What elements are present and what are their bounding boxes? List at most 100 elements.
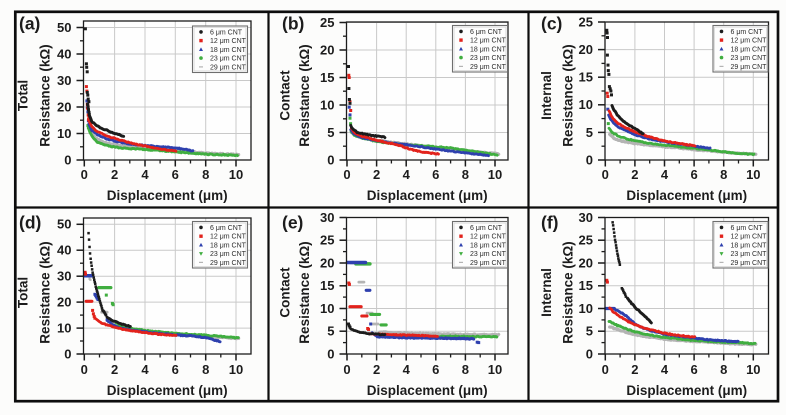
svg-text:Displacement (μm): Displacement (μm) xyxy=(107,188,228,203)
svg-text:15: 15 xyxy=(579,70,593,85)
svg-text:10: 10 xyxy=(746,362,760,377)
svg-text:18 μm CNT: 18 μm CNT xyxy=(731,242,768,249)
svg-text:20: 20 xyxy=(320,42,334,57)
svg-text:18 μm CNT: 18 μm CNT xyxy=(470,46,507,53)
svg-text:25: 25 xyxy=(579,14,593,29)
svg-text:(a): (a) xyxy=(19,14,40,34)
svg-text:50: 50 xyxy=(57,20,71,35)
svg-text:29 μm CNT: 29 μm CNT xyxy=(470,64,507,71)
svg-text:10: 10 xyxy=(579,301,593,316)
svg-text:Displacement (μm): Displacement (μm) xyxy=(107,383,228,398)
svg-text:(d): (d) xyxy=(19,213,41,233)
svg-text:(e): (e) xyxy=(282,213,303,233)
svg-text:10: 10 xyxy=(229,362,243,377)
svg-text:40: 40 xyxy=(57,46,71,61)
svg-text:Internal: Internal xyxy=(539,71,554,120)
svg-text:10: 10 xyxy=(229,167,243,182)
svg-text:6 μm CNT: 6 μm CNT xyxy=(210,225,243,232)
svg-text:20: 20 xyxy=(579,255,593,270)
svg-text:Contact: Contact xyxy=(278,267,293,318)
svg-text:12 μm CNT: 12 μm CNT xyxy=(731,38,768,45)
svg-text:10: 10 xyxy=(488,362,502,377)
svg-text:25: 25 xyxy=(320,15,334,30)
svg-text:5: 5 xyxy=(586,125,593,140)
svg-text:(b): (b) xyxy=(282,14,304,34)
svg-text:8: 8 xyxy=(720,167,727,182)
svg-text:6 μm CNT: 6 μm CNT xyxy=(470,29,503,36)
svg-text:0: 0 xyxy=(64,152,71,167)
svg-text:4: 4 xyxy=(403,167,411,182)
svg-text:23 μm CNT: 23 μm CNT xyxy=(470,55,507,62)
svg-text:8: 8 xyxy=(202,362,209,377)
svg-text:6: 6 xyxy=(172,362,179,377)
svg-text:23 μm CNT: 23 μm CNT xyxy=(731,251,768,258)
svg-text:4: 4 xyxy=(661,362,669,377)
svg-text:Internal: Internal xyxy=(539,268,554,317)
svg-text:30: 30 xyxy=(57,73,71,88)
svg-text:2: 2 xyxy=(631,167,638,182)
svg-text:2: 2 xyxy=(373,362,380,377)
svg-text:8: 8 xyxy=(720,362,727,377)
svg-text:5: 5 xyxy=(327,324,334,339)
svg-text:10: 10 xyxy=(320,301,334,316)
svg-text:12 μm CNT: 12 μm CNT xyxy=(470,38,507,45)
svg-text:4: 4 xyxy=(141,167,149,182)
svg-text:20: 20 xyxy=(57,99,71,114)
svg-text:2: 2 xyxy=(373,167,380,182)
svg-text:18 μm CNT: 18 μm CNT xyxy=(210,242,247,249)
svg-text:Resistance (kΩ): Resistance (kΩ) xyxy=(38,241,53,343)
svg-text:8: 8 xyxy=(462,362,469,377)
svg-text:Total: Total xyxy=(16,80,31,111)
svg-text:Resistance (kΩ): Resistance (kΩ) xyxy=(561,44,576,146)
svg-text:(c): (c) xyxy=(541,14,562,34)
svg-text:18 μm CNT: 18 μm CNT xyxy=(731,46,768,53)
svg-text:Resistance (kΩ): Resistance (kΩ) xyxy=(297,44,312,146)
svg-text:Contact: Contact xyxy=(278,70,293,121)
svg-text:25: 25 xyxy=(320,233,334,248)
svg-text:10: 10 xyxy=(57,126,71,141)
svg-text:10: 10 xyxy=(746,167,760,182)
svg-text:0: 0 xyxy=(343,167,350,182)
svg-text:6 μm CNT: 6 μm CNT xyxy=(470,225,503,232)
svg-text:4: 4 xyxy=(661,167,669,182)
svg-text:10: 10 xyxy=(488,167,502,182)
svg-text:18 μm CNT: 18 μm CNT xyxy=(210,47,247,54)
svg-text:0: 0 xyxy=(586,346,593,361)
svg-text:10: 10 xyxy=(579,97,593,112)
svg-text:0: 0 xyxy=(327,346,334,361)
svg-text:10: 10 xyxy=(57,321,71,336)
svg-text:6: 6 xyxy=(172,167,179,182)
svg-text:0: 0 xyxy=(586,152,593,167)
svg-text:12 μm CNT: 12 μm CNT xyxy=(210,234,247,241)
svg-text:5: 5 xyxy=(586,324,593,339)
svg-text:25: 25 xyxy=(579,233,593,248)
svg-text:29 μm CNT: 29 μm CNT xyxy=(731,64,768,71)
svg-text:23 μm CNT: 23 μm CNT xyxy=(210,251,247,258)
svg-text:4: 4 xyxy=(403,362,411,377)
svg-text:29 μm CNT: 29 μm CNT xyxy=(731,260,768,267)
svg-text:2: 2 xyxy=(111,362,118,377)
svg-text:4: 4 xyxy=(141,362,149,377)
svg-text:0: 0 xyxy=(602,167,609,182)
svg-text:Displacement (μm): Displacement (μm) xyxy=(626,383,747,398)
svg-text:6 μm CNT: 6 μm CNT xyxy=(210,29,243,36)
svg-text:29 μm CNT: 29 μm CNT xyxy=(210,260,247,267)
svg-text:50: 50 xyxy=(57,217,71,232)
svg-text:30: 30 xyxy=(57,269,71,284)
svg-text:15: 15 xyxy=(320,278,334,293)
svg-text:23 μm CNT: 23 μm CNT xyxy=(470,251,507,258)
svg-text:6: 6 xyxy=(690,167,697,182)
svg-text:20: 20 xyxy=(579,42,593,57)
svg-text:20: 20 xyxy=(320,255,334,270)
svg-text:(f): (f) xyxy=(541,213,558,233)
svg-text:12 μm CNT: 12 μm CNT xyxy=(470,234,507,241)
svg-text:10: 10 xyxy=(320,97,334,112)
svg-text:30: 30 xyxy=(320,210,334,225)
svg-text:2: 2 xyxy=(631,362,638,377)
svg-text:40: 40 xyxy=(57,243,71,258)
svg-text:29 μm CNT: 29 μm CNT xyxy=(470,260,507,267)
svg-text:Resistance (kΩ): Resistance (kΩ) xyxy=(561,241,576,343)
svg-text:30: 30 xyxy=(579,210,593,225)
svg-text:15: 15 xyxy=(579,278,593,293)
svg-text:23 μm CNT: 23 μm CNT xyxy=(731,55,768,62)
